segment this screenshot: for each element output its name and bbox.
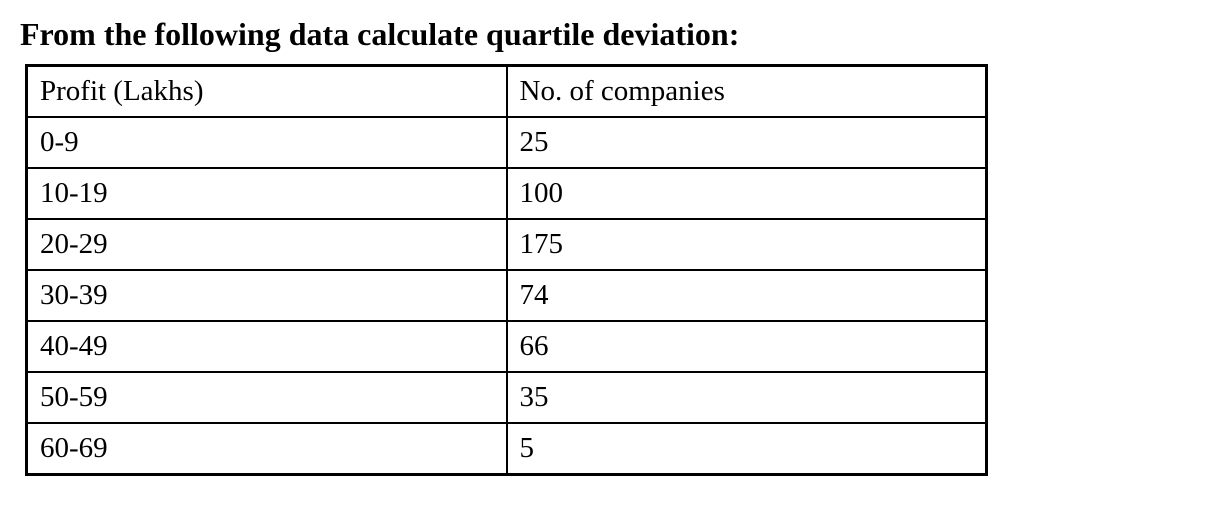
header-profit: Profit (Lakhs) xyxy=(25,64,508,118)
profit-cell: 30-39 xyxy=(25,268,508,322)
frequency-table: Profit (Lakhs) No. of companies 0-9 25 1… xyxy=(25,63,988,476)
question-title: From the following data calculate quarti… xyxy=(20,16,740,52)
table-row: 0-9 25 xyxy=(25,115,988,169)
table-row: 10-19 100 xyxy=(25,166,988,220)
table-row: 40-49 66 xyxy=(25,319,988,373)
companies-cell: 175 xyxy=(505,217,988,271)
header-companies: No. of companies xyxy=(505,64,988,118)
table-row: 60-69 5 xyxy=(25,421,988,476)
profit-cell: 0-9 xyxy=(25,115,508,169)
companies-cell: 74 xyxy=(505,268,988,322)
profit-cell: 20-29 xyxy=(25,217,508,271)
companies-cell: 5 xyxy=(505,421,988,476)
profit-cell: 10-19 xyxy=(25,166,508,220)
table-header-row: Profit (Lakhs) No. of companies xyxy=(25,64,988,118)
companies-cell: 25 xyxy=(505,115,988,169)
profit-cell: 50-59 xyxy=(25,370,508,424)
profit-cell: 40-49 xyxy=(25,319,508,373)
table-row: 30-39 74 xyxy=(25,268,988,322)
document-page: From the following data calculate quarti… xyxy=(0,14,1220,530)
companies-cell: 66 xyxy=(505,319,988,373)
companies-cell: 35 xyxy=(505,370,988,424)
table-row: 50-59 35 xyxy=(25,370,988,424)
profit-cell: 60-69 xyxy=(25,421,508,476)
companies-cell: 100 xyxy=(505,166,988,220)
table-row: 20-29 175 xyxy=(25,217,988,271)
